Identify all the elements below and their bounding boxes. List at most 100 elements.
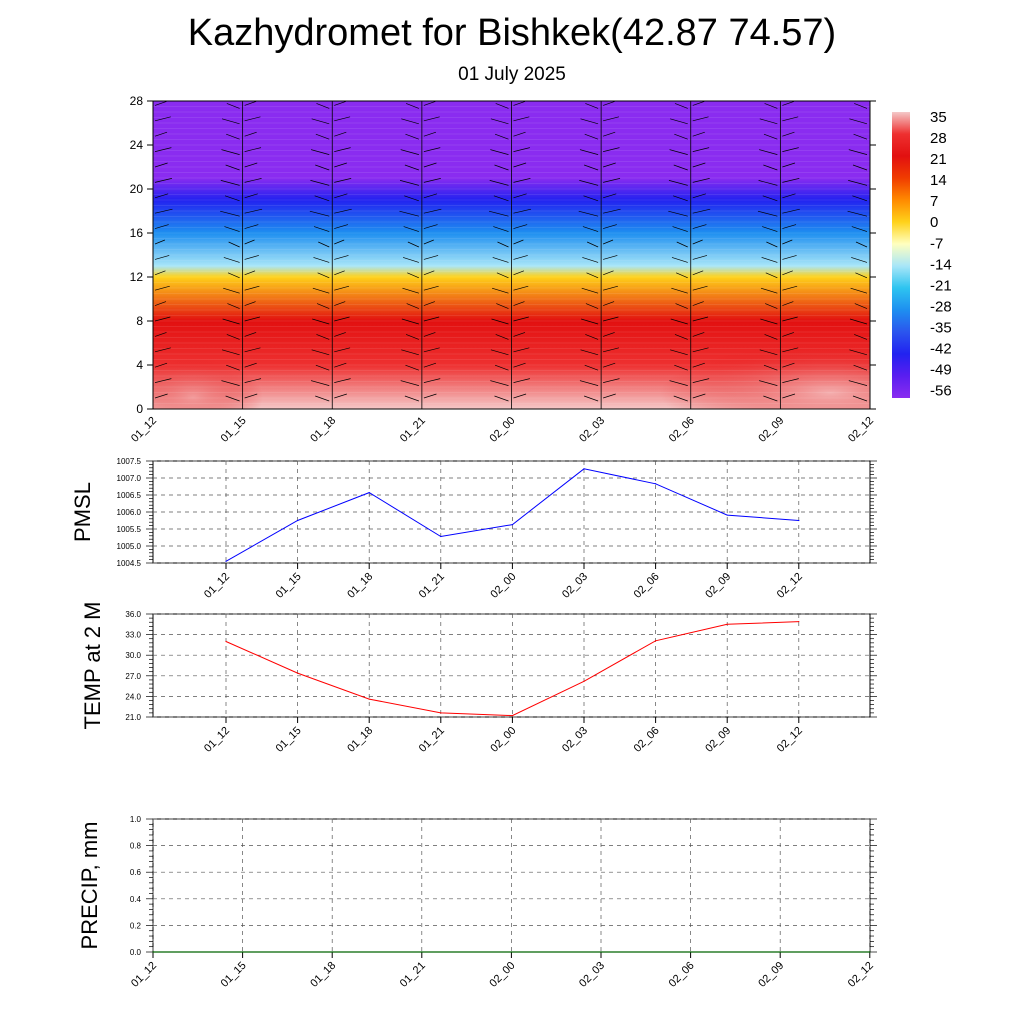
x-tick-label: 02_00 [488, 415, 518, 445]
data-point [297, 519, 299, 522]
x-tick-label: 02_12 [775, 571, 805, 601]
data-point [368, 492, 370, 494]
x-tick-label: 01_21 [398, 960, 428, 990]
x-tick-label: 01_21 [417, 725, 447, 755]
x-tick-label: 02_03 [577, 960, 607, 990]
data-point [368, 698, 370, 700]
y-tick-label: 24 [130, 138, 144, 152]
y-tick-label: 30.0 [125, 651, 141, 660]
x-tick-label: 02_06 [632, 725, 662, 755]
x-tick-label: 02_00 [487, 960, 517, 990]
data-point [655, 483, 657, 485]
colorbar-label: 21 [930, 151, 947, 168]
colorbar-label: -14 [930, 256, 952, 273]
x-tick-label: 01_15 [219, 415, 249, 445]
y-tick-label: 24.0 [125, 692, 141, 701]
y-tick-label: 0 [136, 402, 143, 416]
y-tick-label: 1004.5 [117, 559, 142, 568]
data-point [440, 712, 442, 714]
y-tick-label: 0.0 [130, 948, 142, 957]
x-tick-label: 01_15 [274, 571, 304, 601]
data-point [421, 951, 423, 953]
y-tick-label: 28 [130, 94, 144, 108]
y-tick-label: 1007.0 [117, 474, 142, 483]
x-tick-label: 01_12 [129, 415, 159, 445]
data-point [225, 560, 227, 562]
y-tick-label: 1006.0 [117, 508, 142, 517]
y-axis-title: TEMP at 2 M [80, 602, 105, 730]
y-tick-label: 16 [130, 226, 144, 240]
y-tick-label: 1005.5 [117, 525, 142, 534]
x-tick-label: 01_21 [398, 415, 428, 445]
precip-panel: 0.0 0.2 0.4 0.6 0.8 1.0 01_12 01_15 01_18 01_21 02… [77, 815, 877, 990]
x-tick-label: 01_15 [274, 725, 304, 755]
y-axis-title: PMSL [70, 482, 95, 542]
x-tick-label: 02_12 [846, 960, 876, 990]
colorbar-label: 14 [930, 172, 947, 189]
y-tick-label: 36.0 [125, 610, 141, 619]
x-tick-label: 02_09 [756, 415, 786, 445]
colorbar-label: -21 [930, 277, 952, 294]
x-tick-label: 01_18 [345, 571, 375, 601]
data-point [726, 623, 728, 625]
colorbar-label: -35 [930, 319, 952, 336]
x-tick-label: 02_09 [703, 571, 733, 601]
x-tick-label: 01_12 [129, 960, 159, 990]
x-tick-label: 02_12 [846, 415, 876, 445]
y-tick-label: 1.0 [130, 815, 142, 824]
panel-frame [152, 613, 871, 718]
series-line [225, 621, 799, 717]
data-point [655, 640, 657, 642]
y-tick-label: 1007.5 [117, 457, 142, 466]
x-tick-label: 02_03 [560, 725, 590, 755]
colorbar-label: -49 [930, 362, 952, 379]
x-tick-label: 01_12 [202, 725, 232, 755]
colorbar [892, 112, 910, 398]
heatmap-frame [152, 100, 871, 410]
colorbar-label: -42 [930, 340, 952, 357]
wind-barbs [153, 101, 870, 409]
data-point [779, 951, 781, 953]
y-tick-label: 8 [136, 314, 143, 328]
x-tick-label: 01_15 [219, 960, 249, 990]
x-tick-label: 02_06 [667, 415, 697, 445]
x-tick-label: 02_03 [560, 571, 590, 601]
colorbar-label: -7 [930, 235, 943, 252]
warm-core-right [660, 345, 870, 409]
x-tick-label: 02_09 [756, 960, 786, 990]
y-tick-label: 0.8 [130, 842, 142, 851]
colorbar-label: 7 [930, 193, 938, 210]
data-point [726, 514, 728, 516]
colorbar-label: 0 [930, 214, 938, 231]
data-point [510, 951, 512, 953]
x-tick-label: 02_06 [632, 571, 662, 601]
data-point [869, 951, 871, 953]
colorbar-label: -28 [930, 298, 952, 315]
y-tick-label: 33.0 [125, 631, 141, 640]
warm-core-left [153, 359, 263, 409]
y-tick-label: 20 [130, 182, 144, 196]
y-tick-label: 1005.0 [117, 542, 142, 551]
data-point [511, 715, 513, 717]
pmsl-panel: 1004.5 1005.0 1005.5 1006.0 1006.5 1007.0 1007… [70, 457, 877, 601]
chart-title: Kazhydromet for Bishkek(42.87 74.57) [187, 12, 837, 54]
data-point [225, 640, 227, 643]
data-point [600, 951, 602, 953]
data-point [690, 951, 692, 953]
data-point [583, 680, 585, 682]
y-tick-label: 0.6 [130, 868, 142, 877]
x-tick-label: 01_18 [308, 415, 338, 445]
x-tick-label: 01_21 [417, 571, 447, 601]
x-tick-label: 01_18 [345, 725, 375, 755]
data-point [583, 468, 585, 470]
y-tick-label: 1006.5 [117, 491, 142, 500]
x-tick-label: 02_00 [488, 725, 518, 755]
colorbar-label: 35 [930, 109, 947, 126]
series-line [225, 468, 799, 562]
data-point [242, 951, 244, 953]
x-tick-label: 02_00 [488, 571, 518, 601]
x-tick-label: 02_12 [775, 725, 805, 755]
data-point [798, 620, 800, 623]
y-tick-label: 4 [136, 358, 143, 372]
